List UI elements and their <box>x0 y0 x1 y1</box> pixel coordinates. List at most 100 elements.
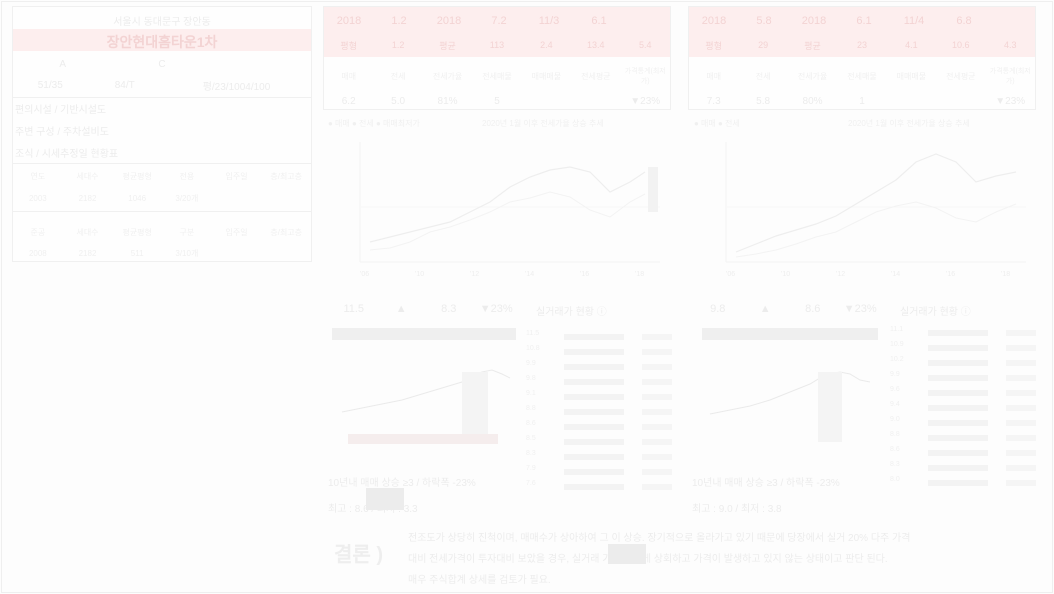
deal-row: 9.0 <box>890 416 1040 430</box>
t2-h2: 평균평형 <box>122 227 152 237</box>
deal-date <box>1006 330 1036 336</box>
stats-row-right: 9.8 ▲ 8.6 ▼23% <box>694 300 884 318</box>
pt2-h2-1: 29 <box>758 40 769 50</box>
deal-row: 8.8 <box>526 405 676 419</box>
deal-price: 7.9 <box>526 465 536 472</box>
table1-header: 연도 세대수 평균평형 전용 입주일 층/최고층 <box>13 167 311 185</box>
facility-line: 편의시설 / 기반시설도 <box>15 105 107 116</box>
deal-price: 9.1 <box>526 390 536 397</box>
deal-row: 7.9 <box>526 465 676 479</box>
pt2-header1: 2018 5.8 2018 6.1 11/4 6.8 <box>689 11 989 31</box>
x-tick-right-3: '14 <box>891 271 900 278</box>
deal-price: 9.9 <box>890 371 900 378</box>
chart1-note: 2020년 1월 이후 전세가율 상승 추세 <box>482 119 604 128</box>
complex-address: 서울시 동대문구 장안동 <box>113 17 211 28</box>
deal-date <box>1006 450 1036 456</box>
pt2-h2-0: 평형 <box>705 40 722 51</box>
t2-h5: 층/최고층 <box>270 227 303 237</box>
deal-bar <box>928 435 988 441</box>
x-tick-left-0: '06 <box>360 271 369 278</box>
pt1-ch-2: 전세가율 <box>432 71 463 81</box>
deal-row: 9.6 <box>890 386 1040 400</box>
x-tick-left-3: '14 <box>525 271 534 278</box>
trend-line-rent-left <box>369 191 646 251</box>
x-tick-left-5: '18 <box>635 271 644 278</box>
stat-left-a: 11.5 <box>343 303 365 315</box>
deal-price: 10.8 <box>526 345 540 352</box>
pt2-ch-6: 가격통계(최저가) <box>989 68 1031 85</box>
pt1-header2: 평형 1.2 평균 113 2.4 13.4 5.4 <box>324 35 670 55</box>
deal-row: 9.1 <box>526 390 676 404</box>
deal-row: 9.9 <box>526 360 676 374</box>
pt2-v1: 5.8 <box>756 95 771 107</box>
deal-price: 9.8 <box>526 375 536 382</box>
complex-info-panel: 서울시 동대문구 장안동 장안현대홈타운1차 A C 51/35 84/T 평/… <box>12 6 312 262</box>
pt2-ch-3: 전세매물 <box>847 71 877 81</box>
pt1-h1-3: 7.2 <box>491 15 507 27</box>
pt1-h2-3: 113 <box>489 40 505 50</box>
chart2-legend: ● 매매 ● 전세 <box>694 119 740 128</box>
redaction-box-left <box>366 488 404 510</box>
t2-h3: 구분 <box>179 227 195 237</box>
t2-c0: 2008 <box>28 248 47 258</box>
price-table-right: 2018 5.8 2018 6.1 11/4 6.8 평형 29 평균 23 4… <box>688 6 1036 110</box>
deal-price: 8.8 <box>890 431 900 438</box>
type-c: C <box>158 58 166 70</box>
deal-price: 8.0 <box>890 476 900 483</box>
deal-price: 9.6 <box>890 386 900 393</box>
table1-row: 2003 2182 1046 3/20개 <box>13 189 311 207</box>
mini-line-right <box>709 371 871 415</box>
deal-price: 10.9 <box>890 341 904 348</box>
deal-date <box>1006 405 1036 411</box>
spec-1: 51/35 <box>37 79 63 91</box>
deal-bar <box>928 480 988 486</box>
type-row: A C <box>13 55 311 73</box>
trend-line-sale-right <box>735 153 1017 253</box>
deal-bar <box>564 394 624 400</box>
pt1-v3: 5 <box>494 95 500 107</box>
stat-right-a: 9.8 <box>710 303 726 315</box>
pt1-v6: ▼23% <box>630 95 661 107</box>
pt1-v1: 5.0 <box>391 95 406 107</box>
t1-c0: 2003 <box>28 193 47 203</box>
pt1-v2: 81% <box>437 95 458 107</box>
deal-date <box>1006 435 1036 441</box>
deal-bar <box>928 360 988 366</box>
pt1-h2-1: 1.2 <box>391 40 405 50</box>
t2-c2: 511 <box>130 248 144 258</box>
deal-bar <box>564 454 624 460</box>
t1-h1: 세대수 <box>76 171 99 181</box>
deal-date <box>642 469 672 475</box>
deal-date <box>642 364 672 370</box>
deal-row: 10.2 <box>890 356 1040 370</box>
deal-price: 8.6 <box>890 446 900 453</box>
mini-note-left: 10년내 매매 상승 ≥3 / 하락폭 -23% <box>328 478 476 489</box>
deal-price: 9.4 <box>890 401 900 408</box>
pt1-ch-5: 전세평균 <box>581 71 611 81</box>
deal-bar <box>564 424 624 430</box>
pt1-h1-2: 2018 <box>436 15 462 27</box>
deal-date <box>1006 345 1036 351</box>
x-tick-left-4: '16 <box>580 271 589 278</box>
deal-date <box>642 439 672 445</box>
t1-c2: 1046 <box>128 193 147 203</box>
deal-price: 11.1 <box>890 326 904 333</box>
pt1-h2-6: 5.4 <box>638 40 652 50</box>
x-tick-right-5: '18 <box>1001 271 1010 278</box>
mini-chart-header-left <box>332 328 516 340</box>
pt1-ch-1: 전세 <box>390 71 406 81</box>
deal-bar <box>564 379 624 385</box>
x-tick-right-1: '10 <box>781 271 790 278</box>
pt1-h1-4: 11/3 <box>538 15 560 27</box>
pt2-ch-4: 매매매물 <box>896 71 927 81</box>
t1-h4: 입주일 <box>225 171 248 181</box>
deal-row: 10.9 <box>890 341 1040 355</box>
mini-chart-header-right <box>702 328 878 340</box>
pt1-header1: 2018 1.2 2018 7.2 11/3 6.1 <box>324 11 624 31</box>
t1-h5: 층/최고층 <box>270 171 303 181</box>
t1-c4: 3/20개 <box>175 193 199 203</box>
deal-date <box>1006 390 1036 396</box>
deal-bar <box>928 465 988 471</box>
deal-row: 8.8 <box>890 431 1040 445</box>
